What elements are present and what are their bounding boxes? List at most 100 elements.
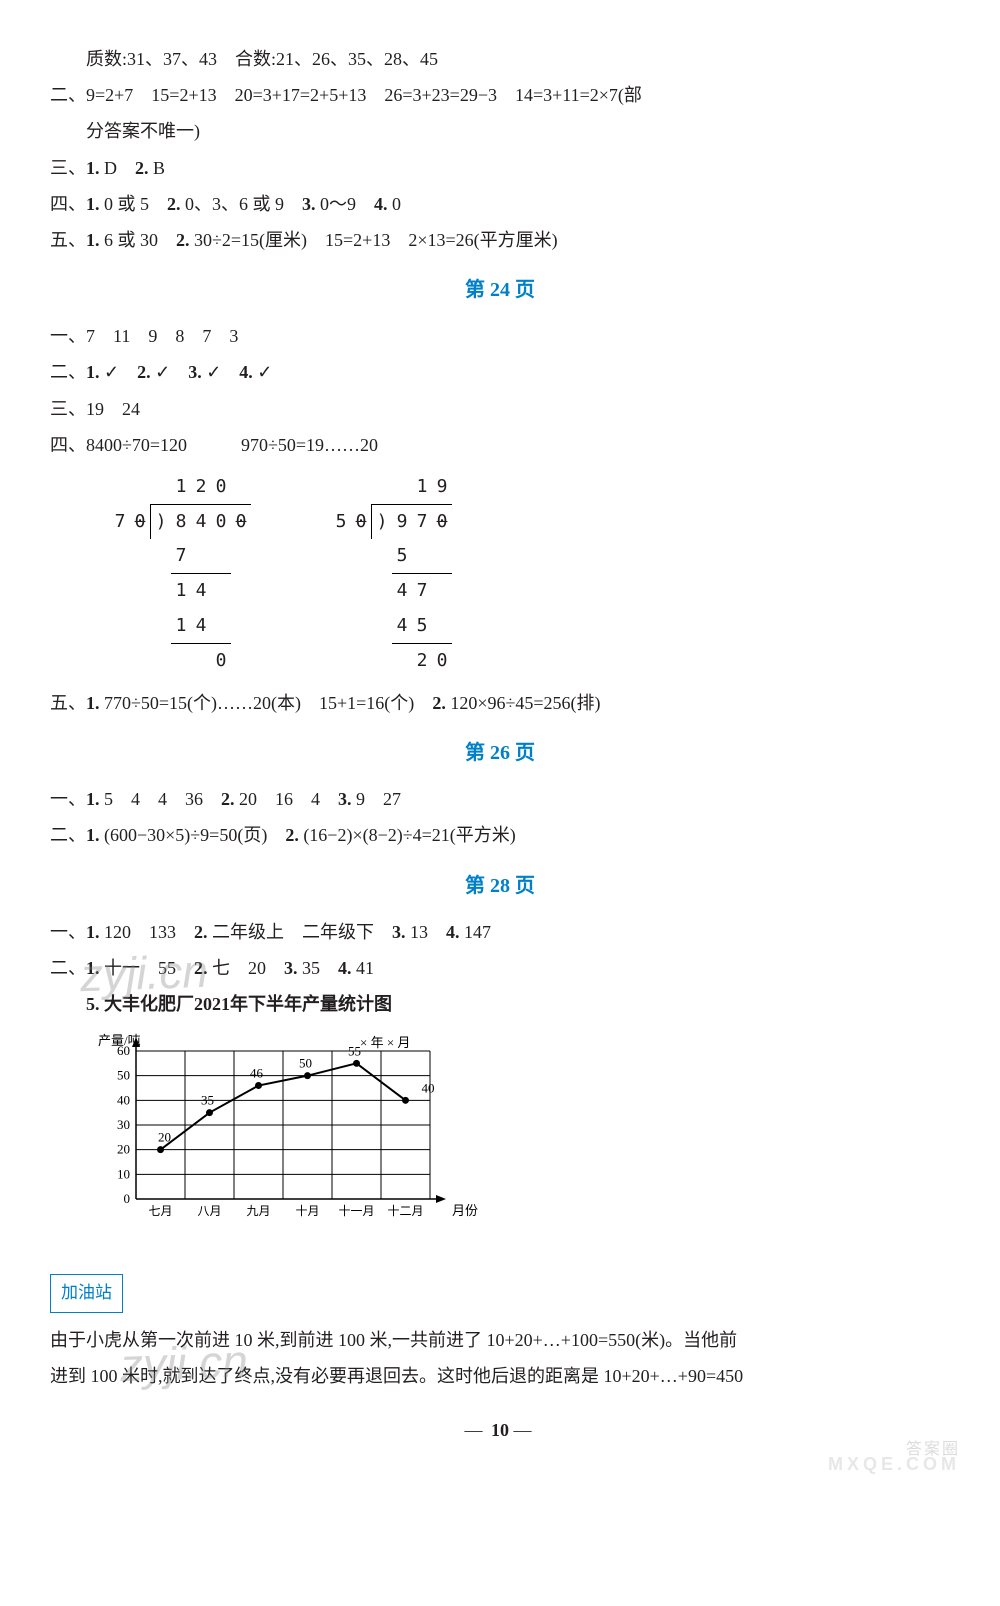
section-heading: 第 26 页 <box>50 734 950 772</box>
svg-text:55: 55 <box>348 1043 361 1058</box>
t: 三、 <box>50 158 86 178</box>
t: 一、 <box>50 922 86 942</box>
svg-text:50: 50 <box>299 1056 312 1071</box>
t: 30÷2=15(厘米) 15=2+13 2×13=26(平方厘米) <box>190 230 558 250</box>
t: 1. <box>86 693 100 713</box>
svg-text:20: 20 <box>117 1142 130 1157</box>
t: 2. <box>221 789 235 809</box>
svg-text:八月: 八月 <box>197 1204 221 1218</box>
dash-icon: — <box>514 1420 536 1440</box>
t: ✓ <box>151 362 189 382</box>
t: 13 <box>406 922 447 942</box>
t: 0 或 5 <box>100 194 168 214</box>
long-division-row: 120 70)8400 7 14 14 0 19 50)970 5 47 45 … <box>110 470 950 678</box>
t: 41 <box>352 958 375 978</box>
t: 1. <box>86 194 100 214</box>
t: 770÷50=15(个)……20(本) 15+1=16(个) <box>100 693 433 713</box>
svg-text:月份: 月份 <box>452 1203 478 1218</box>
box-label: 加油站 <box>50 1274 123 1312</box>
t: 5 4 4 36 <box>100 789 222 809</box>
text-line: 质数:31、37、43 合数:21、26、35、28、45 <box>50 42 950 76</box>
svg-text:10: 10 <box>117 1166 130 1181</box>
t: 2. <box>176 230 190 250</box>
text-line: 一、7 11 9 8 7 3 <box>50 319 950 353</box>
page-number-value: 10 <box>491 1420 509 1440</box>
t: 3. <box>302 194 316 214</box>
t: 3. <box>284 958 298 978</box>
t: 0 <box>388 194 402 214</box>
text-line: 四、1. 0 或 5 2. 0、3、6 或 9 3. 0～9 4. 0 <box>50 187 950 221</box>
t: 2. <box>135 158 149 178</box>
t <box>50 994 86 1014</box>
text-line: 五、1. 770÷50=15(个)……20(本) 15+1=16(个) 2. 1… <box>50 686 950 720</box>
dash-icon: — <box>465 1420 487 1440</box>
t: 4. <box>338 958 352 978</box>
t: 1. <box>86 158 100 178</box>
t: 120×96÷45=256(排) <box>446 693 601 713</box>
long-division-2: 19 50)970 5 47 45 20 <box>331 470 472 678</box>
svg-text:35: 35 <box>201 1093 214 1108</box>
text-line: 进到 100 米时,就到达了终点,没有必要再退回去。这时他后退的距离是 10+2… <box>50 1359 950 1393</box>
line-chart: 产量/吨× 年 × 月0102030405060七月八月九月十月十一月十二月月份… <box>90 1029 950 1250</box>
text-line: 五、1. 6 或 30 2. 30÷2=15(厘米) 15=2+13 2×13=… <box>50 223 950 257</box>
long-division-1: 120 70)8400 7 14 14 0 <box>110 470 251 678</box>
svg-text:× 年 × 月: × 年 × 月 <box>360 1035 410 1050</box>
t: 十一 55 <box>100 958 195 978</box>
text-line: 二、9=2+7 15=2+13 20=3+17=2+5+13 26=3+23=2… <box>50 78 950 112</box>
t: ✓ <box>100 362 138 382</box>
t: 20 16 4 <box>235 789 339 809</box>
t: 3. <box>338 789 352 809</box>
t: 1. <box>86 922 100 942</box>
watermark: MXQE.COM <box>828 1447 960 1481</box>
t: 七 20 <box>208 958 285 978</box>
t: ✓ <box>253 362 273 382</box>
t: 9 27 <box>352 789 402 809</box>
svg-text:十月: 十月 <box>295 1204 319 1218</box>
t: 五、 <box>50 693 86 713</box>
section-heading: 第 28 页 <box>50 867 950 905</box>
t: 2. <box>137 362 151 382</box>
section-heading: 第 24 页 <box>50 271 950 309</box>
t: 2. <box>167 194 181 214</box>
t: 1. <box>86 362 100 382</box>
text-line: 5. 大丰化肥厂2021年下半年产量统计图 <box>50 987 950 1021</box>
t: 1. <box>86 230 100 250</box>
svg-text:60: 60 <box>117 1043 130 1058</box>
t: 6 或 30 <box>100 230 177 250</box>
t: 二、 <box>50 958 86 978</box>
t: 0～9 <box>316 194 375 214</box>
t: D <box>100 158 136 178</box>
t: 4. <box>239 362 253 382</box>
svg-text:十二月: 十二月 <box>387 1204 423 1218</box>
t: 1. <box>86 789 100 809</box>
svg-text:40: 40 <box>422 1080 435 1095</box>
svg-text:30: 30 <box>117 1117 130 1132</box>
t: 五、 <box>50 230 86 250</box>
t: 3. <box>392 922 406 942</box>
page-number: — 10 — <box>50 1413 950 1447</box>
t: 35 <box>298 958 339 978</box>
svg-text:20: 20 <box>158 1130 171 1145</box>
t: 2. <box>285 825 299 845</box>
t: 二、 <box>50 362 86 382</box>
t: 5. <box>86 994 100 1014</box>
text-line: 二、1. 十一 55 2. 七 20 3. 35 4. 41 <box>50 951 950 985</box>
text-line: 二、1. ✓ 2. ✓ 3. ✓ 4. ✓ <box>50 355 950 389</box>
t: 147 <box>460 922 492 942</box>
text-line: 一、1. 120 133 2. 二年级上 二年级下 3. 13 4. 147 <box>50 915 950 949</box>
chart-title: 大丰化肥厂2021年下半年产量统计图 <box>104 994 392 1014</box>
t: 二、 <box>50 825 86 845</box>
svg-text:九月: 九月 <box>246 1204 270 1218</box>
text-line: 三、1. D 2. B <box>50 151 950 185</box>
t: 4. <box>374 194 388 214</box>
t: 0、3、6 或 9 <box>181 194 303 214</box>
t: 2. <box>432 693 446 713</box>
svg-text:46: 46 <box>250 1066 264 1081</box>
svg-text:0: 0 <box>124 1191 131 1206</box>
t: 1. <box>86 958 100 978</box>
svg-text:十一月: 十一月 <box>338 1204 374 1218</box>
t: 四、 <box>50 194 86 214</box>
t: (600−30×5)÷9=50(页) <box>100 825 286 845</box>
t: ✓ <box>202 362 240 382</box>
svg-text:50: 50 <box>117 1068 130 1083</box>
